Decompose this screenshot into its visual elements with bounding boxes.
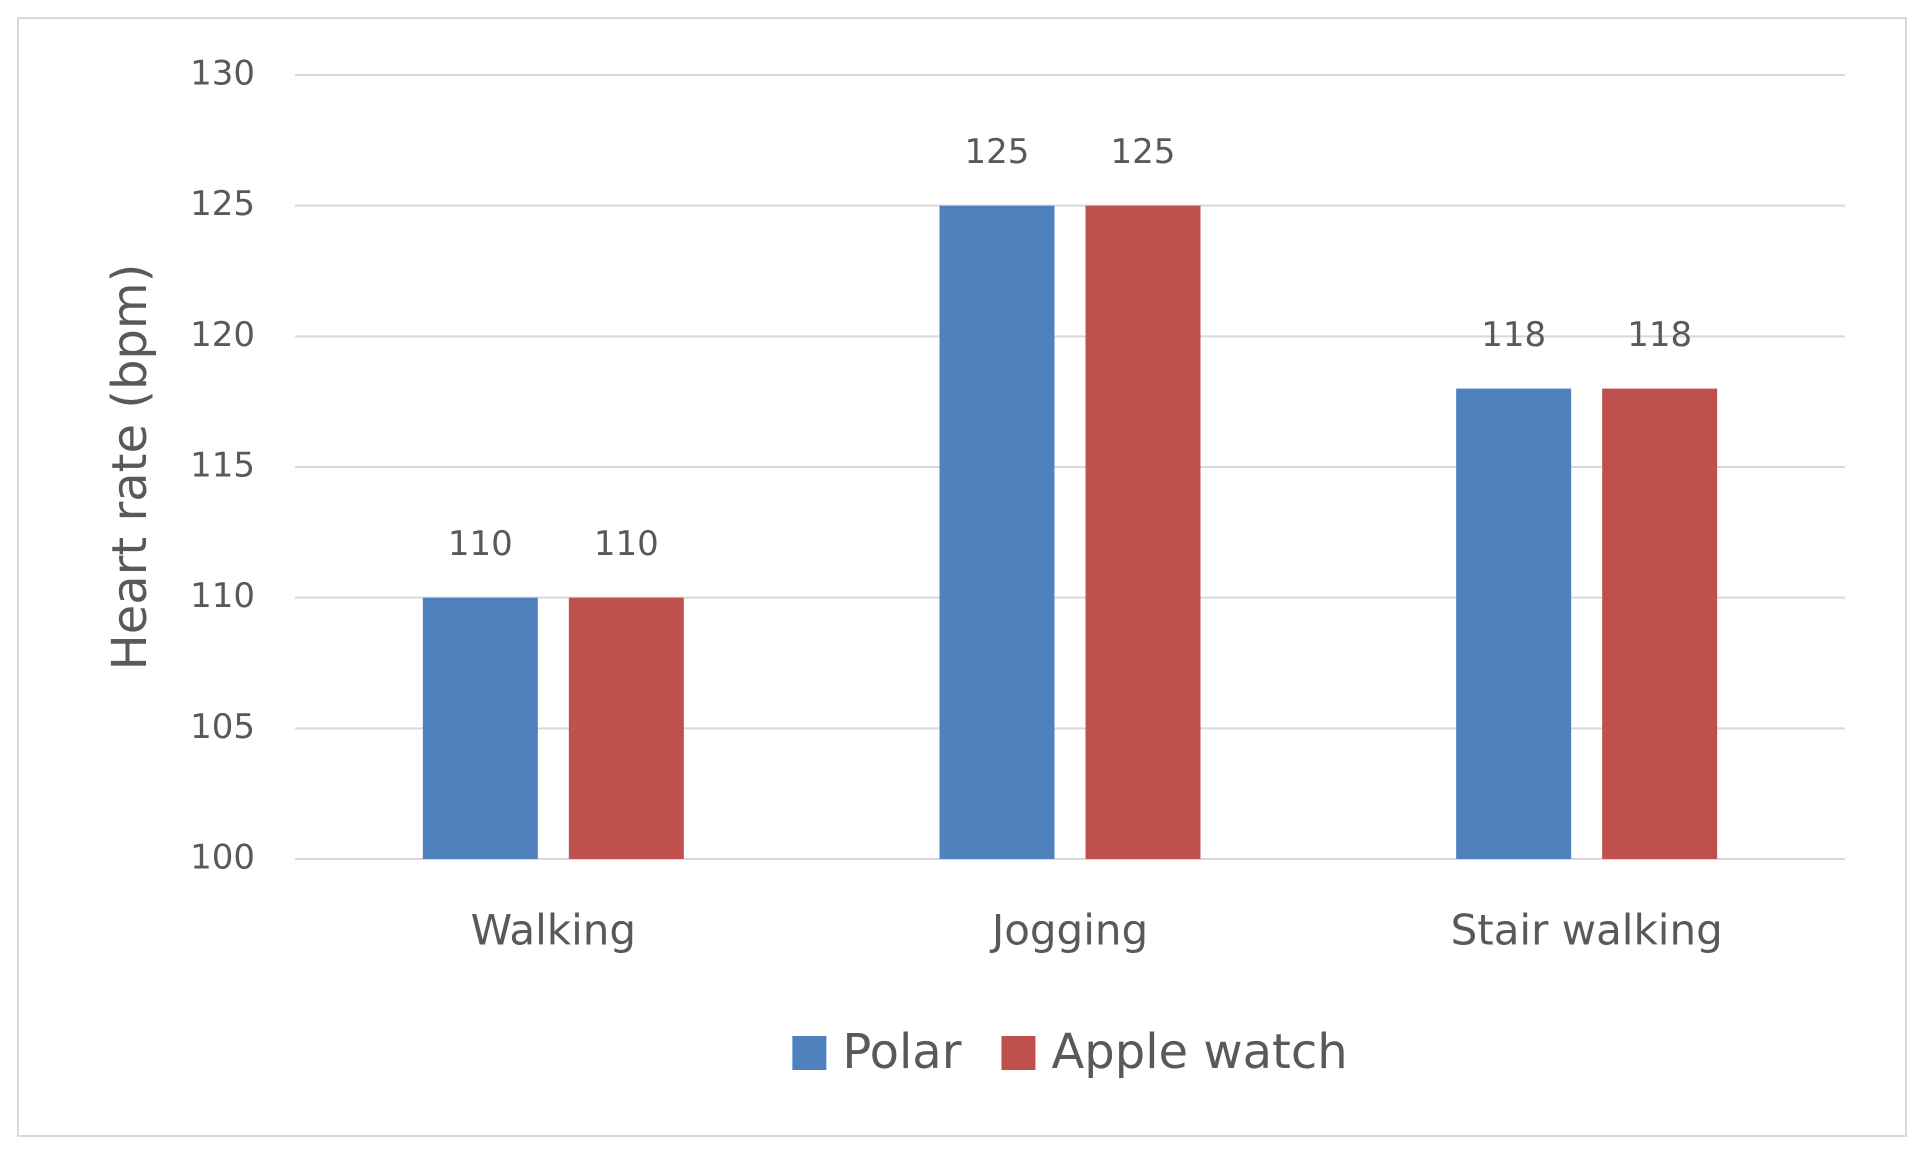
y-axis-label: Heart rate (bpm) (102, 264, 158, 671)
legend-swatch (792, 1036, 827, 1070)
bar (939, 205, 1055, 859)
bar (1602, 388, 1718, 859)
y-tick-label: 100 (190, 838, 255, 878)
data-label: 118 (1481, 315, 1546, 355)
data-label: 110 (448, 524, 513, 564)
legend-swatch (1001, 1036, 1036, 1070)
y-tick-label: 130 (190, 54, 255, 94)
x-tick-label: Jogging (989, 906, 1148, 955)
data-label: 125 (965, 132, 1030, 172)
y-tick-label: 125 (190, 184, 255, 224)
y-tick-label: 115 (190, 446, 255, 486)
y-tick-label: 110 (190, 576, 255, 616)
bar (1085, 205, 1201, 859)
legend-label: Apple watch (1051, 1024, 1347, 1080)
x-tick-label: Walking (471, 906, 637, 955)
y-tick-label: 120 (190, 315, 255, 355)
x-tick-label: Stair walking (1451, 906, 1723, 955)
data-label: 125 (1111, 132, 1176, 172)
bar (1456, 388, 1572, 859)
legend-label: Polar (842, 1024, 961, 1080)
bar (568, 597, 684, 859)
bar (422, 597, 538, 859)
y-tick-label: 105 (190, 707, 255, 747)
data-label: 118 (1627, 315, 1692, 355)
data-label: 110 (594, 524, 659, 564)
